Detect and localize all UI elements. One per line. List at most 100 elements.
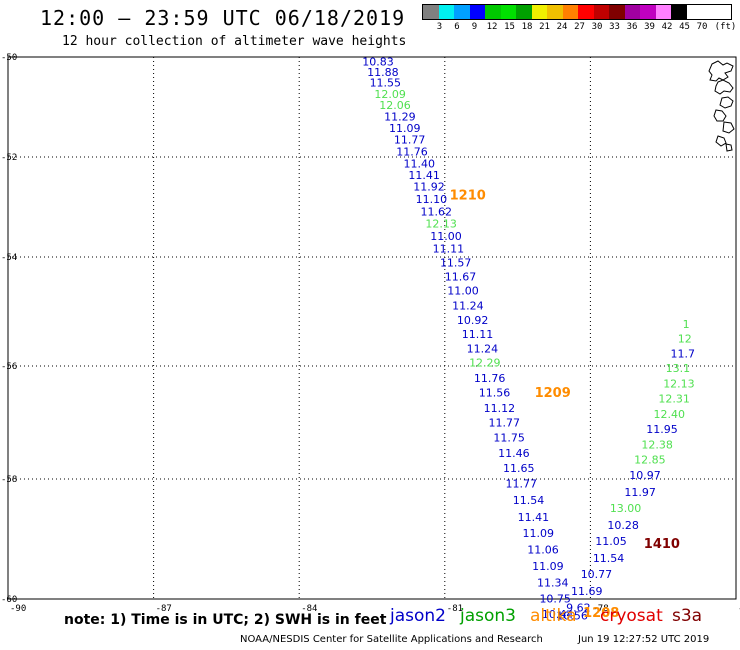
color-swatch	[469, 5, 485, 19]
coastline-fragment	[722, 121, 735, 134]
pass-time-label: 1410	[644, 537, 680, 552]
color-swatch	[640, 5, 656, 19]
color-swatch	[516, 5, 532, 19]
satellite-legend-cryosat: cryosat	[600, 606, 663, 626]
wave-height-value: 11.24	[467, 342, 499, 355]
wave-height-value: 11.24	[452, 299, 484, 312]
latitude-label: -50	[1, 53, 17, 63]
wave-height-value: 11.69	[571, 585, 603, 598]
color-scale-label: 24	[556, 22, 568, 32]
color-swatch	[578, 5, 594, 19]
wave-height-value: 11.10	[416, 193, 448, 206]
color-swatch	[671, 5, 687, 19]
wave-height-value: 12.09	[374, 88, 406, 101]
wave-height-value: 11.75	[493, 432, 525, 445]
wave-height-value: 11.62	[421, 206, 453, 219]
color-swatch	[609, 5, 625, 19]
wave-height-value: 11.40	[404, 158, 436, 171]
wave-height-value: 11.41	[408, 169, 440, 182]
wave-height-value: 11.00	[430, 230, 462, 243]
wave-height-value: 11.29	[384, 111, 416, 124]
wave-height-value: 10.44	[542, 608, 574, 621]
coastline-fragment	[725, 143, 733, 152]
wave-height-value: 12	[678, 333, 692, 346]
longitude-label: -90	[10, 604, 26, 614]
longitude-label: -75	[738, 604, 740, 614]
wave-height-value: 11.55	[370, 77, 402, 90]
wave-height-value: 11.05	[595, 535, 627, 548]
wave-height-value: 12.13	[425, 218, 457, 231]
color-swatch	[562, 5, 578, 19]
color-scale-label: 70	[696, 22, 708, 32]
wave-height-value: 10.92	[457, 314, 489, 327]
latitude-label: -56	[1, 362, 17, 372]
longitude-label: -81	[447, 604, 463, 614]
wave-height-value: 11.09	[532, 560, 564, 573]
wave-height-value: 11.88	[367, 66, 399, 79]
wave-height-value: 11.46	[498, 447, 529, 460]
longitude-label: -78	[592, 604, 608, 614]
color-scale-label: 12	[486, 22, 498, 32]
wave-height-value: 10.28	[607, 519, 639, 532]
wave-height-value: 11.41	[518, 511, 550, 524]
color-swatch	[423, 5, 439, 19]
color-scale-label: 45	[679, 22, 690, 32]
footer-note: note: 1) Time is in UTC; 2) SWH is in fe…	[64, 612, 387, 628]
color-swatch	[593, 5, 609, 19]
color-scale-legend: 3 6 9 12 15 18 21 24 27 30 33 36 39 42 45 70 (ft)	[422, 4, 737, 34]
wave-height-value: 13.00	[610, 502, 642, 515]
wave-height-value: 11.56	[479, 387, 511, 400]
wave-height-value: 12.13	[663, 377, 695, 390]
wave-height-value: 9.62	[566, 602, 591, 615]
color-scale-unit: (ft)	[714, 22, 737, 32]
credit-text: NOAA/NESDIS Center for Satellite Applica…	[240, 634, 543, 645]
wave-height-value: 11.12	[484, 402, 516, 415]
pass-time-label: 1208	[583, 606, 619, 621]
coastline-fragment	[713, 109, 727, 122]
wave-height-value: 11.76	[396, 146, 428, 159]
wave-height-value: 11.67	[445, 270, 477, 283]
wave-height-value: 11.77	[505, 477, 537, 490]
pass-time-label: 1209	[535, 386, 571, 401]
wave-height-value: 12.85	[634, 454, 666, 467]
color-swatch	[547, 5, 563, 19]
wave-height-value: 11.54	[593, 552, 625, 565]
wave-height-value: 11.09	[389, 122, 421, 135]
wave-height-value: 13.1	[666, 362, 691, 375]
coastline-fragment	[708, 60, 734, 82]
color-swatch	[624, 5, 640, 19]
wave-height-value: 11.54	[513, 494, 545, 507]
wave-height-value: 11.7	[670, 347, 695, 360]
wave-height-value: 11.76	[474, 372, 506, 385]
wave-height-value: 10.75	[539, 593, 571, 606]
color-scale-label: 6	[454, 22, 460, 32]
color-swatch	[655, 5, 671, 19]
latitude-label: -54	[1, 253, 17, 263]
wave-height-value: 11.95	[646, 423, 678, 436]
wave-height-value: 12.31	[658, 393, 690, 406]
color-scale-label: 30	[591, 22, 603, 32]
coastline-fragment	[714, 79, 734, 95]
latitude-label: -58	[1, 475, 17, 485]
wave-height-value: 11.11	[433, 243, 465, 256]
color-scale-labels: 3 6 9 12 15 18 21 24 27 30 33 36 39 42 45 70 (ft)	[422, 20, 737, 34]
color-scale-label: 27	[574, 22, 585, 32]
timestamp-text: Jun 19 12:27:52 UTC 2019	[578, 634, 710, 645]
wave-height-value: 10.77	[581, 568, 613, 581]
wave-height-value: 11.65	[503, 462, 535, 475]
wave-height-value: 11.34	[537, 576, 569, 589]
color-scale-label: 15	[504, 22, 515, 32]
wave-height-value: 11.77	[394, 134, 426, 147]
latitude-label: -52	[1, 153, 17, 163]
coastline-fragment	[715, 135, 727, 147]
color-scale-label: 42	[661, 22, 673, 32]
wave-height-value: 11.06	[527, 543, 559, 556]
longitude-label: -84	[301, 604, 317, 614]
satellite-legend-jason2: jason2	[390, 606, 446, 626]
color-swatch	[531, 5, 547, 19]
color-scale-label: 3	[436, 22, 443, 32]
wave-height-value: 12.06	[379, 99, 411, 112]
wave-height-value: 11.00	[447, 285, 479, 298]
color-scale-label: 18	[521, 22, 533, 32]
color-scale-label: 21	[539, 22, 550, 32]
